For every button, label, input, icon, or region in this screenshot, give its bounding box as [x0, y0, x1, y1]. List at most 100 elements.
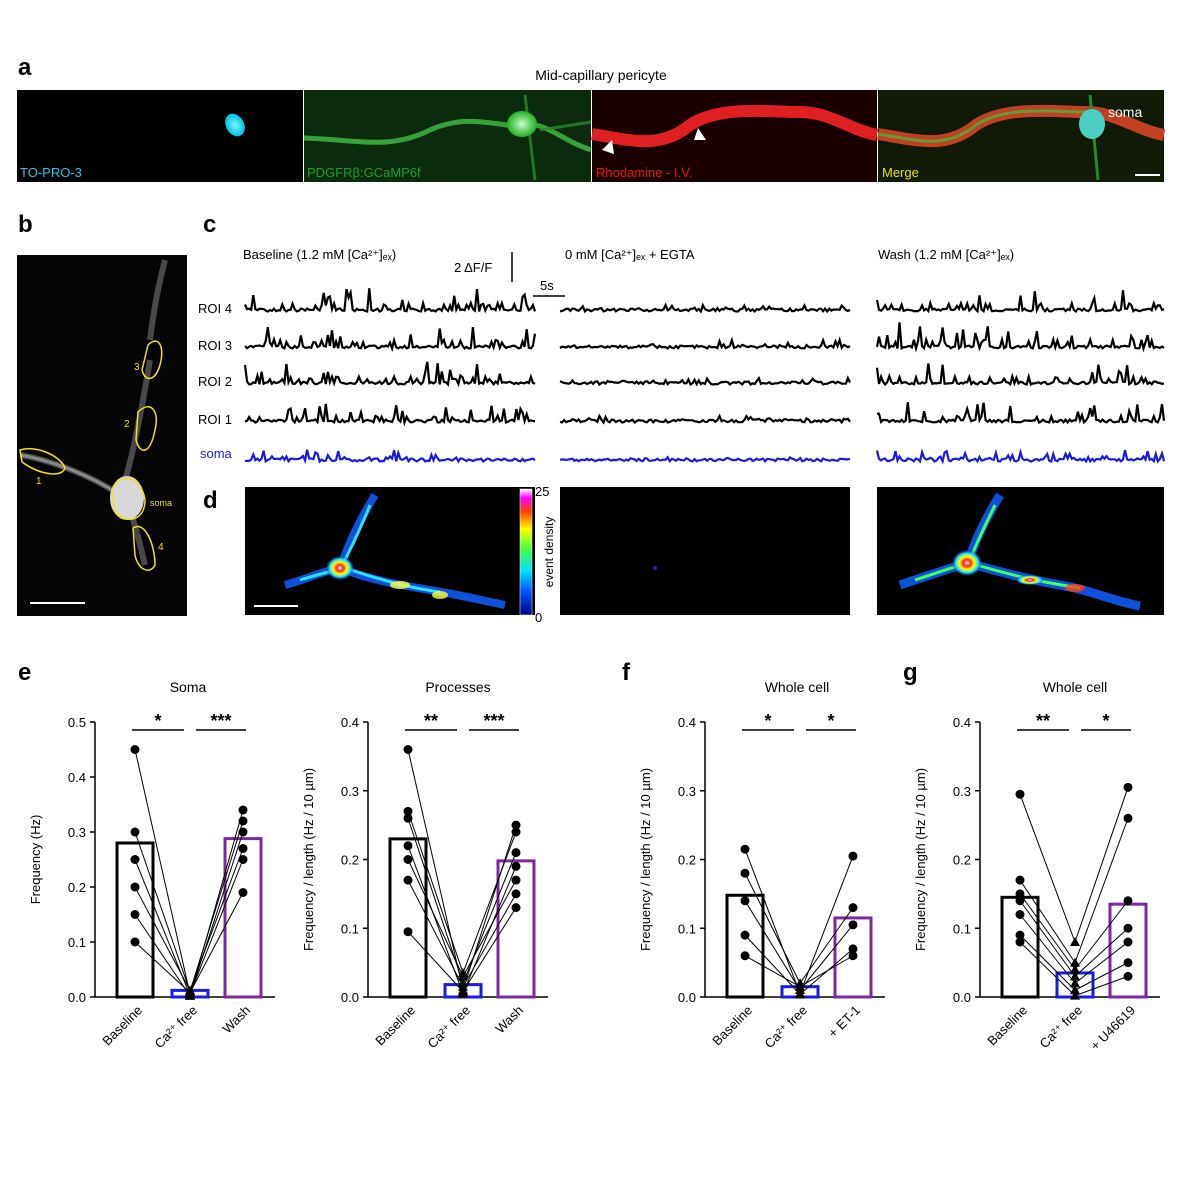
x-tick-label: Ca²⁺ free: [151, 1003, 200, 1052]
pair-line: [462, 831, 517, 974]
data-point: [1123, 782, 1133, 792]
y-tick-label: 0.3: [68, 825, 86, 840]
colorbar-label: event density: [542, 517, 556, 588]
data-point: [1015, 789, 1025, 799]
roi-label-4: 4: [158, 542, 164, 553]
data-point: [458, 971, 468, 981]
data-point: [1070, 957, 1080, 967]
pair-line: [189, 831, 244, 996]
data-point: [403, 875, 413, 885]
data-point: [403, 927, 413, 937]
pair-line: [1074, 900, 1129, 970]
pair-line: [1074, 975, 1129, 997]
y-tick-label: 0.1: [678, 921, 696, 936]
pair-line: [1074, 787, 1129, 943]
x-tick-label: Baseline: [372, 1003, 418, 1049]
data-point: [238, 888, 248, 897]
pair-line: [407, 811, 464, 974]
data-point: [185, 987, 195, 997]
tile-label-rhodamine: Rhodamine - I.V.: [596, 165, 692, 180]
data-point: [511, 827, 521, 837]
pair-line: [744, 873, 801, 984]
roi-label-1: 1: [36, 476, 42, 487]
row-label-roi2: ROI 2: [198, 374, 232, 389]
pair-line: [462, 879, 517, 977]
roi-2: [135, 406, 157, 451]
data-point: [1123, 971, 1133, 981]
data-point: [238, 855, 248, 864]
bar-2: [496, 859, 536, 999]
data-point: [403, 855, 413, 864]
data-point: [130, 745, 140, 754]
pair-line: [1019, 794, 1076, 943]
calcium-traces: [243, 288, 1166, 465]
y-tick-label: 0.4: [341, 715, 359, 730]
trace-3-0: [244, 403, 536, 427]
pair-line: [462, 852, 517, 984]
x-tick-label: + U46619: [1087, 1003, 1138, 1054]
data-point: [848, 851, 858, 861]
panel-a-title: Mid-capillary pericyte: [535, 67, 667, 83]
roi-1: [19, 448, 66, 475]
y-tick-label: 0.4: [953, 715, 971, 730]
y-axis-label: Frequency / length (Hz / 10 µm): [638, 768, 653, 951]
data-point: [848, 903, 858, 913]
bar-0: [388, 837, 428, 999]
pair-line: [189, 859, 244, 995]
x-tick-label: Wash: [492, 1003, 526, 1037]
density-map-wash: [877, 487, 1164, 615]
data-point: [511, 875, 521, 885]
data-point: [403, 806, 413, 816]
significance-label: ***: [483, 711, 504, 731]
data-point: [130, 882, 140, 892]
data-point: [1123, 923, 1133, 933]
roi-4: [132, 525, 156, 571]
bar-0: [725, 893, 765, 999]
pair-line: [1074, 941, 1129, 984]
x-tick-label: Baseline: [99, 1003, 145, 1049]
data-point: [238, 805, 248, 815]
data-point: [511, 889, 521, 899]
condition-baseline: Baseline (1.2 mM [Ca²⁺]ₑₓ): [243, 247, 396, 262]
data-point: [1070, 971, 1080, 981]
tile-topro3: [17, 90, 303, 182]
data-point: [1070, 978, 1080, 988]
data-point: [458, 986, 468, 996]
x-tick-label: + ET-1: [825, 1003, 863, 1041]
x-tick-label: Baseline: [709, 1003, 755, 1049]
panel-b: b 1 2 3 4 soma: [17, 211, 187, 616]
nucleus-blob: [225, 113, 245, 137]
pair-line: [799, 924, 854, 991]
trace-2-1: [559, 375, 851, 387]
panel-a: a Mid-capillary pericyte TO-PRO-3 PDGFRβ…: [17, 54, 1166, 182]
data-point: [511, 861, 521, 871]
pair-line: [1019, 900, 1076, 977]
scale-y-label: 2 ΔF/F: [454, 260, 492, 275]
pair-line: [189, 809, 244, 997]
data-point: [511, 903, 521, 913]
data-point: [795, 989, 805, 999]
y-tick-label: 0.3: [953, 784, 971, 799]
panel-d: d 25 0 event density: [203, 484, 1164, 625]
data-point: [1123, 896, 1133, 906]
data-point: [740, 951, 750, 961]
tile-label-gcamp: PDGFRβ:GCaMP6f: [307, 165, 421, 180]
data-point: [238, 844, 248, 853]
x-tick-label: Ca²⁺ free: [424, 1003, 473, 1052]
y-tick-label: 0.2: [953, 853, 971, 868]
pair-line: [134, 831, 191, 992]
y-tick-label: 0.3: [341, 784, 359, 799]
x-tick-label: Wash: [219, 1003, 253, 1037]
y-axis-label: Frequency (Hz): [28, 815, 43, 905]
data-point: [848, 951, 858, 961]
data-point: [848, 920, 858, 930]
data-point: [1070, 985, 1080, 995]
chart-1: Processes 0.0 0.1 0.2 0.3 0.4 Frequency / leng…: [301, 679, 548, 1051]
roi-label-2: 2: [124, 419, 130, 430]
pair-line: [189, 892, 244, 993]
significance-label: **: [1036, 711, 1050, 731]
trace-4-0: [244, 449, 536, 465]
pair-line: [744, 934, 801, 995]
